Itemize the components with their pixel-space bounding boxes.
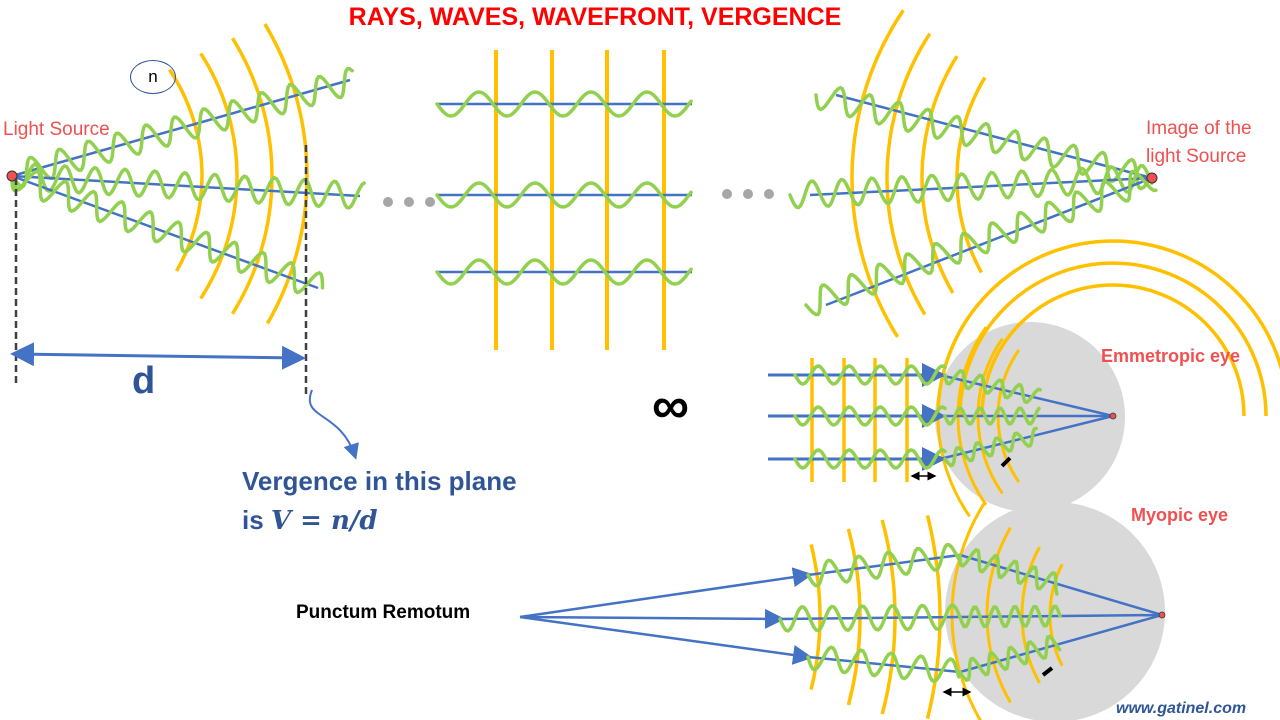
refracted-wave <box>943 368 1042 405</box>
punctum-ray <box>519 567 813 619</box>
diagram-title: RAYS, WAVES, WAVEFRONT, VERGENCE <box>348 3 842 31</box>
medium-index-label: n <box>130 60 176 94</box>
image-label-line1: Image of the <box>1146 118 1252 139</box>
ellipsis-dot <box>425 197 435 207</box>
myopic-refracted-ray <box>959 553 1163 617</box>
converging-light-wave <box>788 163 1154 210</box>
myopic-converging-wavefront <box>1020 546 1041 684</box>
punctum-ray <box>519 608 785 629</box>
distance-arrow <box>10 342 306 370</box>
converging-wavefront <box>885 32 932 316</box>
light-source-point <box>6 170 18 182</box>
ellipsis-dot <box>722 189 732 199</box>
diverging-wavefront <box>199 52 239 300</box>
wavelength-indicator-inside <box>1000 456 1012 468</box>
myopic-incident-wave <box>806 542 962 588</box>
incident-wave <box>793 364 947 386</box>
diverging-wavefront <box>168 68 204 272</box>
plane-light-wave <box>435 258 693 286</box>
x <box>980 283 1246 417</box>
vergence-pointer-arrow <box>308 389 359 460</box>
vergence-formula: V = n/d <box>270 506 378 536</box>
vergence-text-line2: is V = n/d <box>242 505 378 536</box>
light-wave <box>10 66 354 189</box>
diverging-wavefront <box>231 37 274 315</box>
myopic-refracted-ray <box>959 613 1163 674</box>
credit-text: www.gatinel.com <box>1116 700 1247 717</box>
refracted-ray <box>939 373 1114 418</box>
myopic-refracted-wave <box>958 547 1059 596</box>
punctum-ray <box>519 615 813 665</box>
distance-label: d <box>132 360 156 402</box>
myopic-eye-label: Myopic eye <box>1131 505 1229 525</box>
incident-wave <box>793 448 947 470</box>
myopic-focus-point <box>1158 611 1166 619</box>
myopic-converging-wavefront <box>985 526 1012 704</box>
myopic-incident-wave <box>806 645 961 684</box>
image-point <box>1146 172 1158 184</box>
myopic-incident-wave <box>778 603 962 633</box>
incident-wave <box>793 405 947 427</box>
myopic-wavelength-indicator-inside <box>1041 666 1054 677</box>
ellipsis-dot <box>404 197 414 207</box>
myopic-refracted-wave <box>958 604 1062 629</box>
plane-light-wave <box>435 181 693 209</box>
vergence-prefix: is <box>242 505 271 535</box>
infinity-symbol: ∞ <box>652 377 690 435</box>
plane-light-wave <box>435 90 693 118</box>
ellipsis-dot <box>764 189 774 199</box>
emmetropic-eye-label: Emmetropic eye <box>1101 346 1241 366</box>
image-label-line2: light Source <box>1146 146 1247 167</box>
ellipsis-dot <box>383 197 393 207</box>
light-source-label: Light Source <box>3 119 110 140</box>
refracted-wave <box>943 426 1039 468</box>
myopic-refracted-wave <box>958 634 1062 683</box>
retina-focus-point <box>1109 412 1117 420</box>
ray <box>11 174 361 198</box>
converging-ray <box>809 176 1153 197</box>
myopic-converging-wavefront <box>950 502 986 720</box>
myopic-diverging-wavefront <box>809 544 822 690</box>
light-wave <box>10 169 325 295</box>
converging-light-wave <box>804 169 1158 317</box>
converging-light-wave <box>814 85 1155 191</box>
converging-wavefront <box>920 55 959 294</box>
refracted-ray <box>939 414 1114 461</box>
vergence-text-line1: Vergence in this plane <box>242 466 517 496</box>
x <box>958 261 1268 417</box>
ellipsis-dot <box>743 189 753 199</box>
converging-ray <box>835 93 1153 180</box>
punctum-remotum-label: Punctum Remotum <box>296 602 471 623</box>
refracted-wave <box>943 406 1041 426</box>
